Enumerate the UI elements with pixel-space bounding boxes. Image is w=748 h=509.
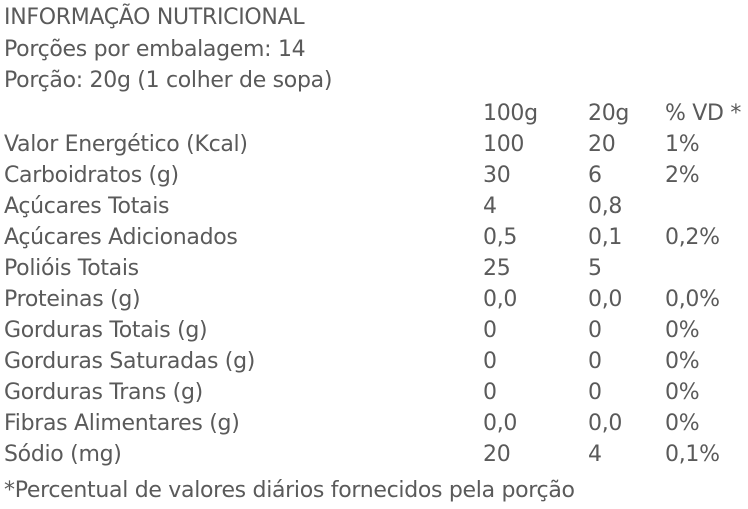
row-label: Gorduras Trans (g) bbox=[4, 380, 203, 405]
cell: 0,0 bbox=[588, 411, 623, 436]
column-header: % VD * bbox=[665, 101, 742, 126]
row-label: Gorduras Totais (g) bbox=[4, 318, 208, 343]
row-label: Polióis Totais bbox=[4, 256, 139, 281]
row-label: Valor Energético (Kcal) bbox=[4, 132, 248, 157]
cell: 0,0 bbox=[483, 287, 518, 312]
cell: 0% bbox=[665, 411, 700, 436]
cell: 5 bbox=[588, 256, 602, 281]
footnote: *Percentual de valores diários fornecido… bbox=[4, 478, 575, 503]
cell: 100 bbox=[483, 132, 525, 157]
cell: 0,8 bbox=[588, 194, 623, 219]
cell: 0% bbox=[665, 318, 700, 343]
column-header: 100g bbox=[483, 101, 538, 126]
column-header: 20g bbox=[588, 101, 630, 126]
cell: 0,0 bbox=[483, 411, 518, 436]
cell: 30 bbox=[483, 163, 511, 188]
cell: 0% bbox=[665, 380, 700, 405]
cell: 0,0% bbox=[665, 287, 720, 312]
row-label: Gorduras Saturadas (g) bbox=[4, 349, 256, 374]
cell: 0 bbox=[483, 349, 497, 374]
cell: 6 bbox=[588, 163, 602, 188]
row-label: Proteinas (g) bbox=[4, 287, 141, 312]
cell: 0,1% bbox=[665, 442, 720, 467]
portion: Porção: 20g (1 colher de sopa) bbox=[4, 68, 333, 93]
cell: 0 bbox=[483, 318, 497, 343]
cell: 0,5 bbox=[483, 225, 518, 250]
cell: 0 bbox=[588, 349, 602, 374]
cell: 4 bbox=[483, 194, 497, 219]
cell: 0,2% bbox=[665, 225, 720, 250]
title: INFORMAÇÃO NUTRICIONAL bbox=[4, 5, 305, 30]
servings: Porções por embalagem: 14 bbox=[4, 37, 306, 62]
cell: 0 bbox=[588, 318, 602, 343]
cell: 25 bbox=[483, 256, 511, 281]
row-label: Açúcares Adicionados bbox=[4, 225, 238, 250]
cell: 0,0 bbox=[588, 287, 623, 312]
cell: 20 bbox=[483, 442, 511, 467]
cell: 20 bbox=[588, 132, 616, 157]
row-label: Carboidratos (g) bbox=[4, 163, 179, 188]
cell: 0,1 bbox=[588, 225, 623, 250]
row-label: Sódio (mg) bbox=[4, 442, 122, 467]
row-label: Açúcares Totais bbox=[4, 194, 170, 219]
cell: 0 bbox=[588, 380, 602, 405]
row-label: Fibras Alimentares (g) bbox=[4, 411, 240, 436]
cell: 4 bbox=[588, 442, 602, 467]
cell: 0% bbox=[665, 349, 700, 374]
cell: 1% bbox=[665, 132, 700, 157]
cell: 0 bbox=[483, 380, 497, 405]
cell: 2% bbox=[665, 163, 700, 188]
